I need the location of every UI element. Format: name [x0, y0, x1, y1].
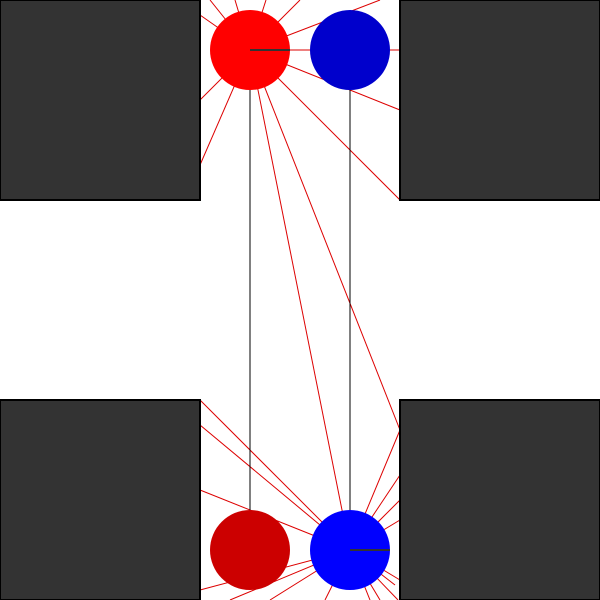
agent-paths [249, 50, 351, 550]
wall-bottom-left [0, 399, 201, 600]
wall-top-right [399, 0, 600, 201]
red-agent-bottom [210, 510, 290, 590]
wall-top-left [0, 0, 201, 201]
wall-bottom-right [399, 399, 600, 600]
blue-agent-top [310, 10, 390, 90]
sensor-ray [249, 49, 401, 431]
sensor-ray [249, 49, 351, 551]
agent-headings [250, 49, 390, 551]
